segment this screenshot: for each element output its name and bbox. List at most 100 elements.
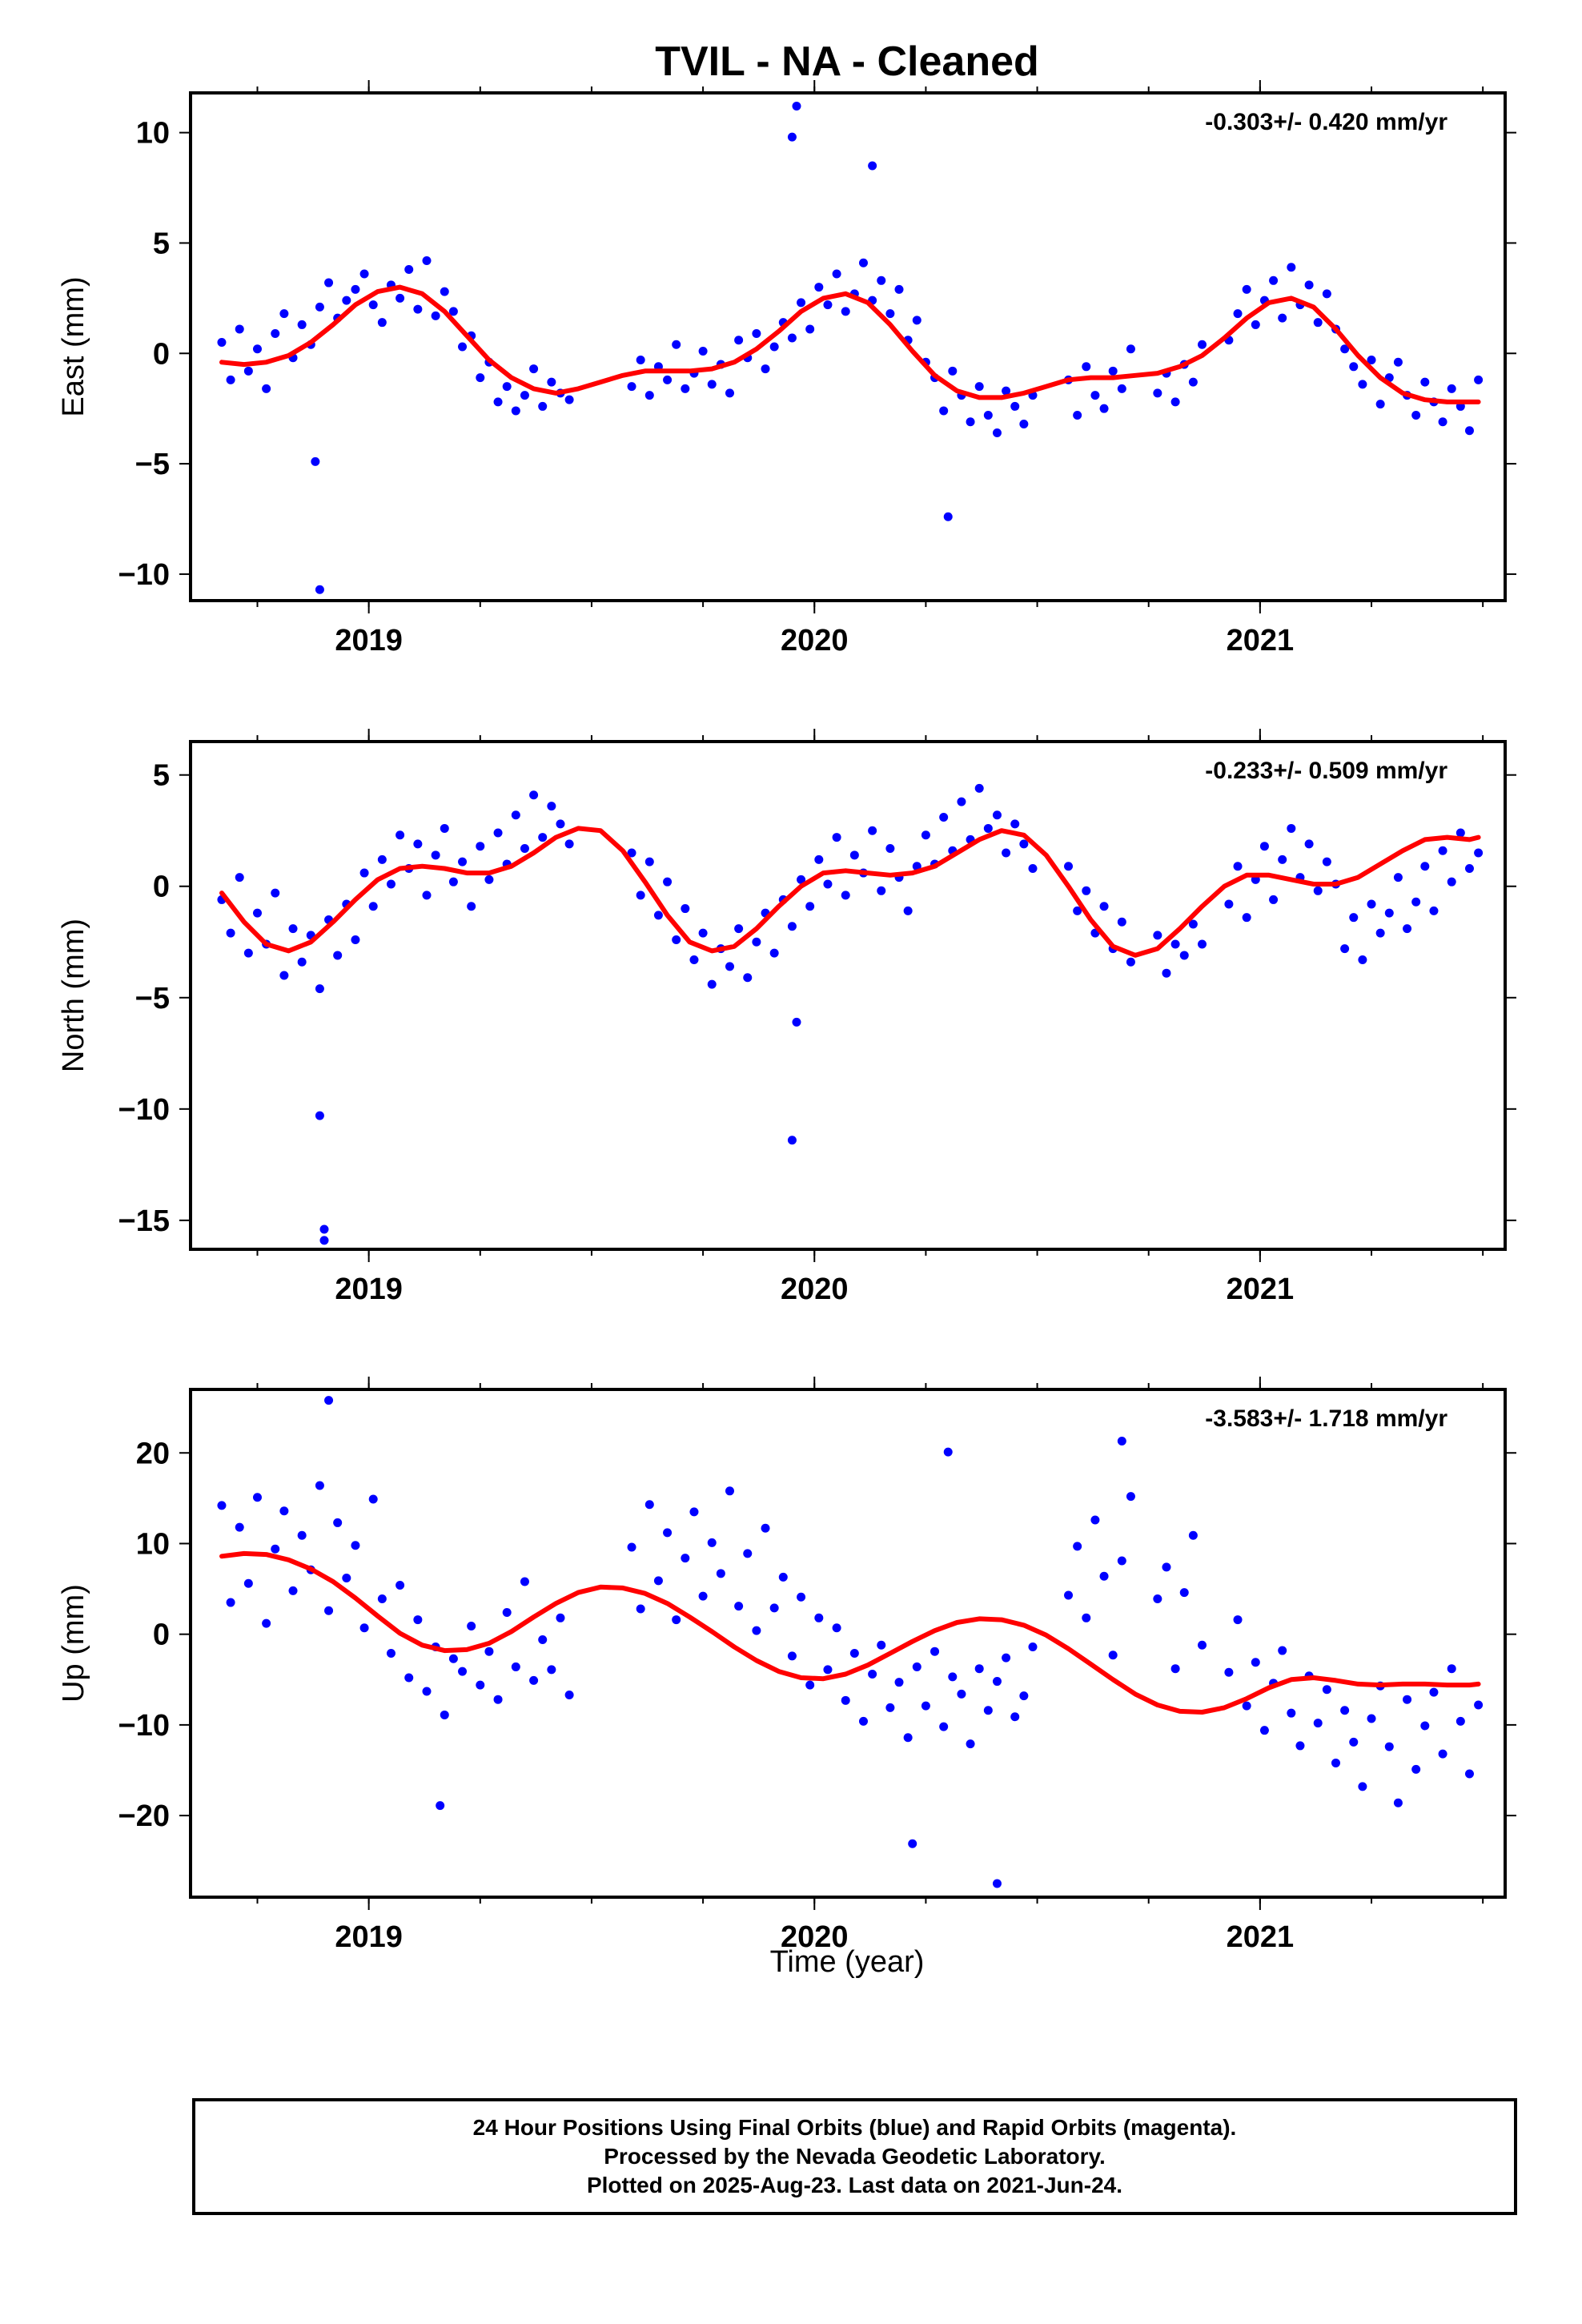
up-data-point bbox=[1340, 1706, 1350, 1715]
up-data-point bbox=[707, 1538, 717, 1547]
up-data-point bbox=[252, 1493, 262, 1502]
up-data-point bbox=[1082, 1613, 1091, 1622]
east-data-point bbox=[1170, 397, 1180, 407]
up-data-point bbox=[1251, 1658, 1260, 1667]
north-plot-frame bbox=[189, 740, 1507, 1251]
east-data-point bbox=[1073, 410, 1082, 420]
east-data-point bbox=[885, 309, 895, 319]
north-data-point bbox=[1153, 931, 1162, 940]
up-data-point bbox=[440, 1710, 449, 1719]
up-data-point bbox=[894, 1678, 904, 1687]
east-data-point bbox=[564, 395, 574, 404]
north-data-point bbox=[636, 891, 645, 900]
up-data-point bbox=[1411, 1764, 1421, 1774]
up-data-point bbox=[448, 1654, 458, 1663]
up-y-tick-label: −10 bbox=[118, 1709, 170, 1743]
up-data-point bbox=[1170, 1664, 1180, 1674]
up-data-point bbox=[805, 1680, 815, 1690]
north-data-point bbox=[1420, 862, 1430, 871]
north-data-point bbox=[823, 879, 833, 889]
east-data-point bbox=[1313, 318, 1323, 328]
up-data-point bbox=[663, 1528, 673, 1538]
north-data-point bbox=[698, 928, 708, 938]
north-data-point bbox=[319, 1236, 329, 1245]
up-data-point bbox=[476, 1680, 485, 1690]
up-data-point bbox=[1198, 1640, 1207, 1650]
north-data-point bbox=[1002, 848, 1011, 858]
north-data-point bbox=[1456, 828, 1465, 838]
up-data-point bbox=[1384, 1742, 1394, 1751]
north-data-point bbox=[1126, 957, 1135, 967]
up-data-point bbox=[778, 1572, 788, 1582]
up-data-point bbox=[681, 1554, 690, 1563]
up-plot-frame bbox=[189, 1388, 1507, 1899]
up-data-point bbox=[556, 1613, 565, 1622]
north-y-tick-label: −15 bbox=[118, 1204, 170, 1238]
east-data-point bbox=[681, 384, 690, 393]
east-data-point bbox=[1019, 419, 1029, 428]
up-data-point bbox=[1117, 1437, 1126, 1446]
north-data-point bbox=[707, 979, 717, 989]
up-data-point bbox=[1464, 1769, 1474, 1779]
up-y-tick-label: 0 bbox=[153, 1618, 170, 1652]
up-data-point bbox=[930, 1647, 940, 1656]
north-data-point bbox=[1322, 857, 1331, 866]
caption-line-1: 24 Hour Positions Using Final Orbits (bl… bbox=[472, 2115, 1237, 2140]
up-data-point bbox=[467, 1621, 476, 1630]
up-data-point bbox=[1188, 1530, 1198, 1540]
east-data-point bbox=[324, 278, 334, 287]
up-data-point bbox=[823, 1665, 833, 1675]
up-data-point bbox=[1162, 1562, 1171, 1572]
north-data-point bbox=[1179, 951, 1189, 960]
up-data-point bbox=[1474, 1700, 1484, 1710]
north-y-tick-label: 5 bbox=[153, 759, 170, 793]
north-data-point bbox=[1064, 862, 1074, 871]
up-data-point bbox=[1117, 1556, 1126, 1566]
up-data-point bbox=[511, 1662, 520, 1671]
east-panel: 2019 2020 2021 10 5 0 −5 −10 East (mm) -0.303+/- … bbox=[57, 80, 1516, 657]
east-data-point bbox=[547, 377, 556, 387]
north-data-point bbox=[368, 902, 378, 911]
north-data-point bbox=[1358, 955, 1367, 965]
north-data-point bbox=[957, 797, 966, 806]
north-data-point bbox=[564, 839, 574, 849]
east-data-point bbox=[1126, 344, 1135, 354]
east-data-point bbox=[1010, 401, 1020, 411]
east-data-point bbox=[342, 296, 351, 305]
east-data-point bbox=[1464, 426, 1474, 436]
east-data-point bbox=[279, 309, 289, 319]
east-data-point bbox=[787, 333, 797, 343]
up-data-point bbox=[627, 1542, 636, 1552]
north-y-axis-label: North (mm) bbox=[57, 919, 90, 1072]
up-data-point bbox=[1224, 1667, 1234, 1677]
up-data-point bbox=[797, 1592, 806, 1602]
north-data-point bbox=[805, 902, 815, 911]
east-data-point bbox=[226, 375, 235, 384]
north-data-point bbox=[734, 924, 744, 934]
up-data-point bbox=[1028, 1642, 1038, 1652]
east-data-point bbox=[351, 284, 360, 294]
north-data-point bbox=[396, 830, 405, 840]
up-y-axis-label: Up (mm) bbox=[57, 1584, 90, 1703]
north-data-point bbox=[725, 962, 734, 971]
up-data-point bbox=[957, 1689, 966, 1699]
up-y-tick-label: 20 bbox=[136, 1437, 170, 1470]
up-data-point bbox=[1242, 1701, 1251, 1711]
east-data-point bbox=[538, 401, 548, 411]
north-data-point bbox=[333, 951, 343, 960]
north-data-point bbox=[297, 957, 307, 967]
up-data-point bbox=[974, 1664, 984, 1674]
north-data-point bbox=[538, 833, 548, 842]
up-model-fit-line bbox=[219, 1550, 1481, 1715]
east-data-point bbox=[529, 364, 539, 374]
panels: 2019 2020 2021 10 5 0 −5 −10 East (mm) -0.303+/- … bbox=[57, 80, 1516, 1954]
up-data-point bbox=[377, 1594, 387, 1604]
east-y-tick-label: −10 bbox=[118, 558, 170, 592]
up-data-point bbox=[992, 1879, 1002, 1888]
up-data-point bbox=[903, 1733, 913, 1743]
east-data-point bbox=[814, 283, 824, 292]
north-data-point bbox=[1082, 886, 1091, 895]
north-data-point bbox=[787, 922, 797, 931]
up-data-point bbox=[1456, 1716, 1465, 1726]
north-data-point bbox=[1287, 823, 1296, 833]
